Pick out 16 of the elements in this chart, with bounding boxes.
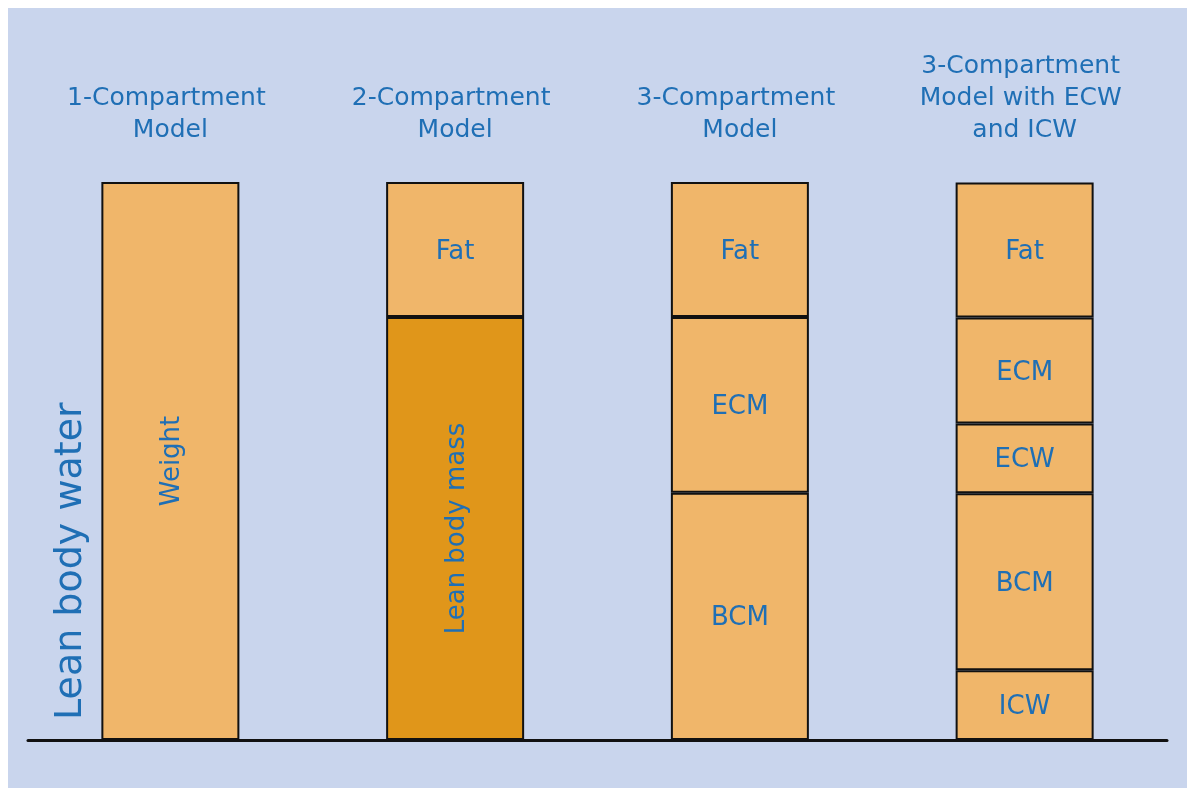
text: Fat <box>720 234 760 265</box>
x-tick-label: 3-Compartment Model with ECW and ICW <box>919 49 1130 143</box>
y-axis-title: Lean body water <box>46 401 90 720</box>
series-label: ECM <box>996 355 1054 386</box>
series-label: ICW <box>998 690 1051 721</box>
x-tick-label: 3-Compartment Model <box>636 81 844 143</box>
series-label: Lean body mass <box>440 422 471 635</box>
text: Fat <box>1005 235 1044 266</box>
text: ECM <box>711 389 769 420</box>
text: BCM <box>995 566 1054 597</box>
series-label: Weight <box>155 415 186 507</box>
x-tick-label: 1-Compartment Model <box>67 81 274 143</box>
series-label: Fat <box>435 234 475 265</box>
x-tick-label: 2-Compartment Model <box>351 81 559 143</box>
series-label: BCM <box>710 601 769 632</box>
series-label: ECW <box>994 443 1055 474</box>
